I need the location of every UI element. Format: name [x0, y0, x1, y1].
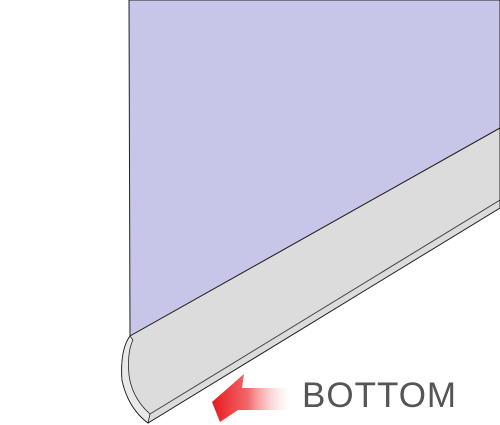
callout-label: BOTTOM — [302, 378, 457, 413]
arrow-left-icon — [212, 374, 292, 422]
